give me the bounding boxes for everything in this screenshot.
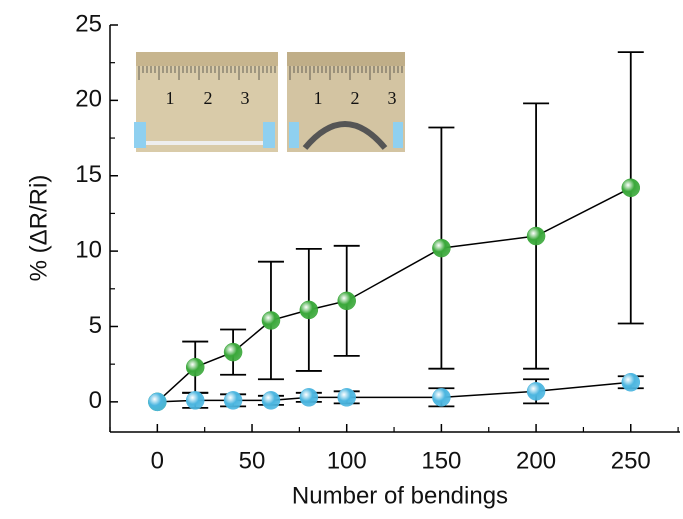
ruler-number: 1 [314, 88, 323, 108]
point [185, 357, 205, 377]
ruler-number: 1 [166, 88, 175, 108]
point [432, 238, 451, 258]
x-tick-label: 100 [327, 447, 367, 474]
x-tick-label: 0 [151, 447, 164, 474]
point [148, 392, 167, 412]
x-tick-label: 150 [421, 447, 461, 474]
point [223, 342, 243, 362]
point [337, 291, 356, 311]
point [299, 388, 319, 407]
x-tick-label: 250 [611, 447, 651, 474]
point [185, 391, 205, 410]
ruler-edge [287, 52, 405, 66]
ruler-edge [136, 52, 278, 66]
y-axis-label: % (ΔR/Ri) [25, 175, 52, 282]
point [299, 300, 319, 320]
bent-sample [302, 121, 388, 150]
point [337, 388, 356, 407]
point [432, 388, 451, 407]
point [261, 311, 281, 330]
y-tick-label: 5 [89, 312, 102, 339]
y-tick-label: 15 [75, 161, 102, 188]
y-tick-label: 10 [75, 236, 102, 263]
y-tick-label: 20 [75, 86, 102, 113]
ruler-number: 2 [351, 88, 360, 108]
ruler-number: 3 [241, 88, 250, 108]
point [223, 391, 243, 410]
y-tick-label: 0 [89, 387, 102, 414]
clip [134, 122, 146, 148]
point [261, 391, 281, 410]
point [526, 226, 546, 246]
point [526, 382, 546, 401]
ruler-number: 2 [204, 88, 213, 108]
clip [263, 122, 275, 148]
x-tick-label: 50 [239, 447, 266, 474]
series-line [156, 187, 632, 403]
point [621, 373, 641, 392]
x-axis-label: Number of bendings [292, 482, 508, 509]
point [621, 178, 641, 198]
clip [289, 122, 299, 148]
clip [393, 122, 403, 148]
x-tick-label: 200 [516, 447, 556, 474]
y-tick-label: 25 [75, 10, 102, 37]
ruler-number: 3 [388, 88, 397, 108]
